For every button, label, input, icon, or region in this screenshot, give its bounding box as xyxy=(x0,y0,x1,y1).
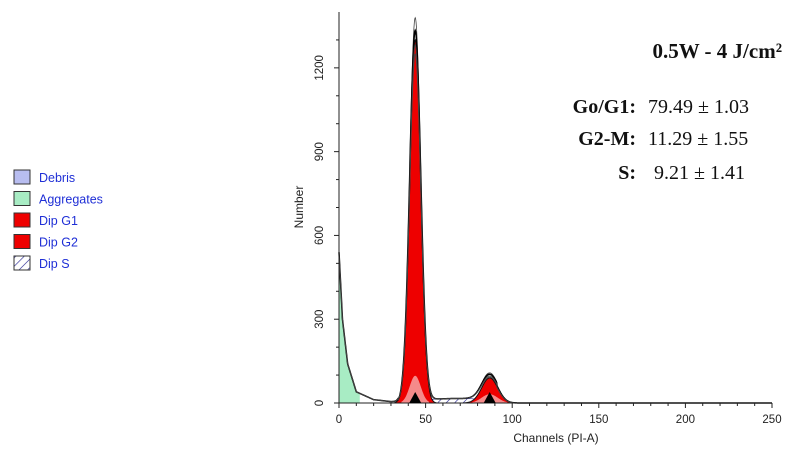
legend-label-aggregates: Aggregates xyxy=(39,193,103,207)
legend-swatch-aggregates xyxy=(13,191,31,206)
legend-label-debris: Debris xyxy=(39,171,75,185)
x-tick-label: 200 xyxy=(676,414,695,426)
y-tick-label: 600 xyxy=(314,226,326,245)
x-tick-label: 0 xyxy=(336,414,342,426)
y-axis-ticks: 0 300 600 900 1200 xyxy=(314,39,339,406)
annotation-label-g1: Go/G1: xyxy=(573,96,636,118)
x-tick-label: 100 xyxy=(503,414,522,426)
x-axis-title: Channels (PI-A) xyxy=(513,431,598,445)
plot-lines xyxy=(338,16,772,404)
plot-fills xyxy=(339,38,517,404)
y-tick-label: 900 xyxy=(314,142,326,161)
legend-label-dip-g2: Dip G2 xyxy=(39,236,78,250)
y-tick-label: 0 xyxy=(314,400,326,406)
peak-marker-1 xyxy=(409,392,422,403)
annotation-value-g1: 79.49 ± 1.03 xyxy=(648,96,749,118)
y-tick-label: 300 xyxy=(314,310,326,329)
legend-swatch-dip-g2 xyxy=(13,234,31,249)
legend-label-dip-g1: Dip G1 xyxy=(39,214,78,228)
annotation-label-s: S: xyxy=(618,162,636,184)
legend: Debris Aggregates Dip G1 Dip G2 Dip S xyxy=(13,169,103,271)
histogram-line-2 xyxy=(338,28,772,404)
dip-g1-base xyxy=(401,375,430,403)
annotation-value-g2m: 11.29 ± 1.55 xyxy=(648,128,748,150)
y-tick-label: 1200 xyxy=(314,55,326,81)
peak-marker-2 xyxy=(483,392,496,403)
legend-swatch-dip-g1 xyxy=(13,212,31,228)
legend-label-dip-s: Dip S xyxy=(39,257,70,271)
x-tick-label: 50 xyxy=(419,414,432,426)
x-tick-label: 150 xyxy=(589,414,608,426)
x-tick-label: 250 xyxy=(762,414,781,426)
x-axis-ticks: 0 50 100 150 200 250 xyxy=(336,403,782,426)
y-axis-title: Number xyxy=(292,186,306,229)
legend-swatch-debris xyxy=(13,169,31,185)
dip-g1-area xyxy=(393,38,437,404)
annotation-value-s: 9.21 ± 1.41 xyxy=(654,162,745,184)
debris-area xyxy=(339,252,360,403)
annotation-label-g2m: G2-M: xyxy=(578,128,636,150)
legend-swatch-dip-s xyxy=(13,255,31,271)
chart-title: 0.5W - 4 J/cm² xyxy=(652,39,782,63)
peak-markers xyxy=(409,392,496,403)
